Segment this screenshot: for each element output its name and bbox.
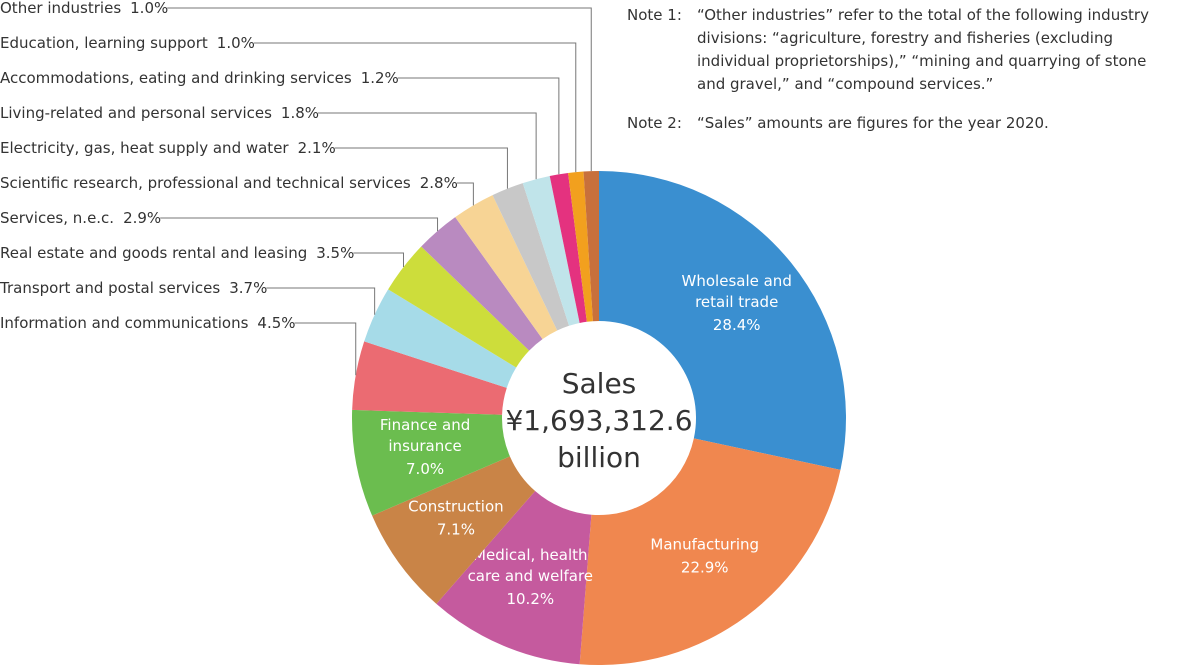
- category-label: Living-related and personal services: [0, 104, 272, 122]
- slice: [352, 341, 507, 415]
- category-label: Electricity, gas, heat supply and water: [0, 139, 289, 157]
- value-label: 10.2%: [506, 590, 554, 608]
- slice-label: Medical, health care and welfare: [468, 546, 593, 585]
- leader-line: [160, 217, 439, 232]
- outside-label: Scientific research, professional and te…: [0, 174, 458, 192]
- leader-line: [353, 252, 404, 268]
- outside-label: Transport and postal services 3.7%: [0, 279, 267, 297]
- category-label: Education, learning support: [0, 34, 208, 52]
- slice: [372, 456, 536, 604]
- note-text: “Sales” amounts are figures for the year…: [697, 114, 1049, 132]
- leader-line: [294, 322, 357, 376]
- leader-line: [397, 77, 560, 175]
- value-label: 2.1%: [298, 139, 336, 157]
- note-label: Note 2:: [627, 114, 682, 132]
- leader-line: [456, 182, 474, 206]
- outside-label: Electricity, gas, heat supply and water 2…: [0, 139, 336, 157]
- value-label: 7.1%: [437, 521, 475, 539]
- slice-label: Wholesale and retail trade: [682, 272, 792, 311]
- value-label: 1.2%: [361, 69, 399, 87]
- leader-line: [318, 112, 537, 180]
- slice: [421, 217, 543, 351]
- category-label: Accommodations, eating and drinking serv…: [0, 69, 352, 87]
- slice-label: Finance and insurance: [380, 416, 470, 455]
- value-label: 28.4%: [713, 316, 761, 334]
- slice-label: Construction: [408, 498, 504, 516]
- outside-label: Living-related and personal services 1.8%: [0, 104, 319, 122]
- slice: [351, 409, 510, 516]
- slice: [568, 171, 593, 322]
- category-label: Scientific research, professional and te…: [0, 174, 411, 192]
- value-label: 7.0%: [406, 460, 444, 478]
- center-text: ¥1,693,312.6: [505, 404, 692, 437]
- outside-label: Real estate and goods rental and leasing…: [0, 244, 354, 262]
- slice-label: Manufacturing: [650, 535, 759, 553]
- value-label: 1.0%: [130, 0, 168, 17]
- outside-label: Information and communications 4.5%: [0, 314, 296, 332]
- outside-label: Other industries 1.0%: [0, 0, 168, 17]
- leader-line: [253, 42, 577, 173]
- slice: [436, 491, 592, 665]
- value-label: 22.9%: [681, 558, 729, 576]
- category-label: Transport and postal services: [0, 279, 220, 297]
- slice: [549, 172, 587, 323]
- value-label: 1.8%: [281, 104, 319, 122]
- center-text: billion: [557, 441, 641, 474]
- note-label: Note 1:: [627, 6, 682, 24]
- slice: [579, 438, 841, 666]
- note-text: “Other industries” refer to the total of…: [697, 6, 1149, 93]
- category-label: Information and communications: [0, 314, 249, 332]
- value-label: 2.9%: [123, 209, 161, 227]
- value-label: 1.0%: [217, 34, 255, 52]
- slice: [583, 171, 599, 322]
- value-label: 2.8%: [420, 174, 458, 192]
- outside-label: Education, learning support 1.0%: [0, 34, 255, 52]
- center-text: Sales: [562, 367, 637, 400]
- slice: [455, 195, 558, 340]
- slice: [599, 171, 846, 470]
- value-label: 3.7%: [229, 279, 267, 297]
- leader-line: [334, 147, 508, 189]
- slice: [492, 183, 570, 331]
- slice: [388, 246, 530, 368]
- value-label: 3.5%: [316, 244, 354, 262]
- category-label: Services, n.e.c.: [0, 209, 114, 227]
- category-label: Other industries: [0, 0, 121, 17]
- slice: [364, 289, 517, 388]
- outside-label: Services, n.e.c. 2.9%: [0, 209, 161, 227]
- category-label: Real estate and goods rental and leasing: [0, 244, 307, 262]
- slice: [522, 175, 580, 326]
- value-label: 4.5%: [257, 314, 295, 332]
- leader-line: [266, 287, 376, 315]
- leader-line: [167, 7, 592, 172]
- outside-label: Accommodations, eating and drinking serv…: [0, 69, 399, 87]
